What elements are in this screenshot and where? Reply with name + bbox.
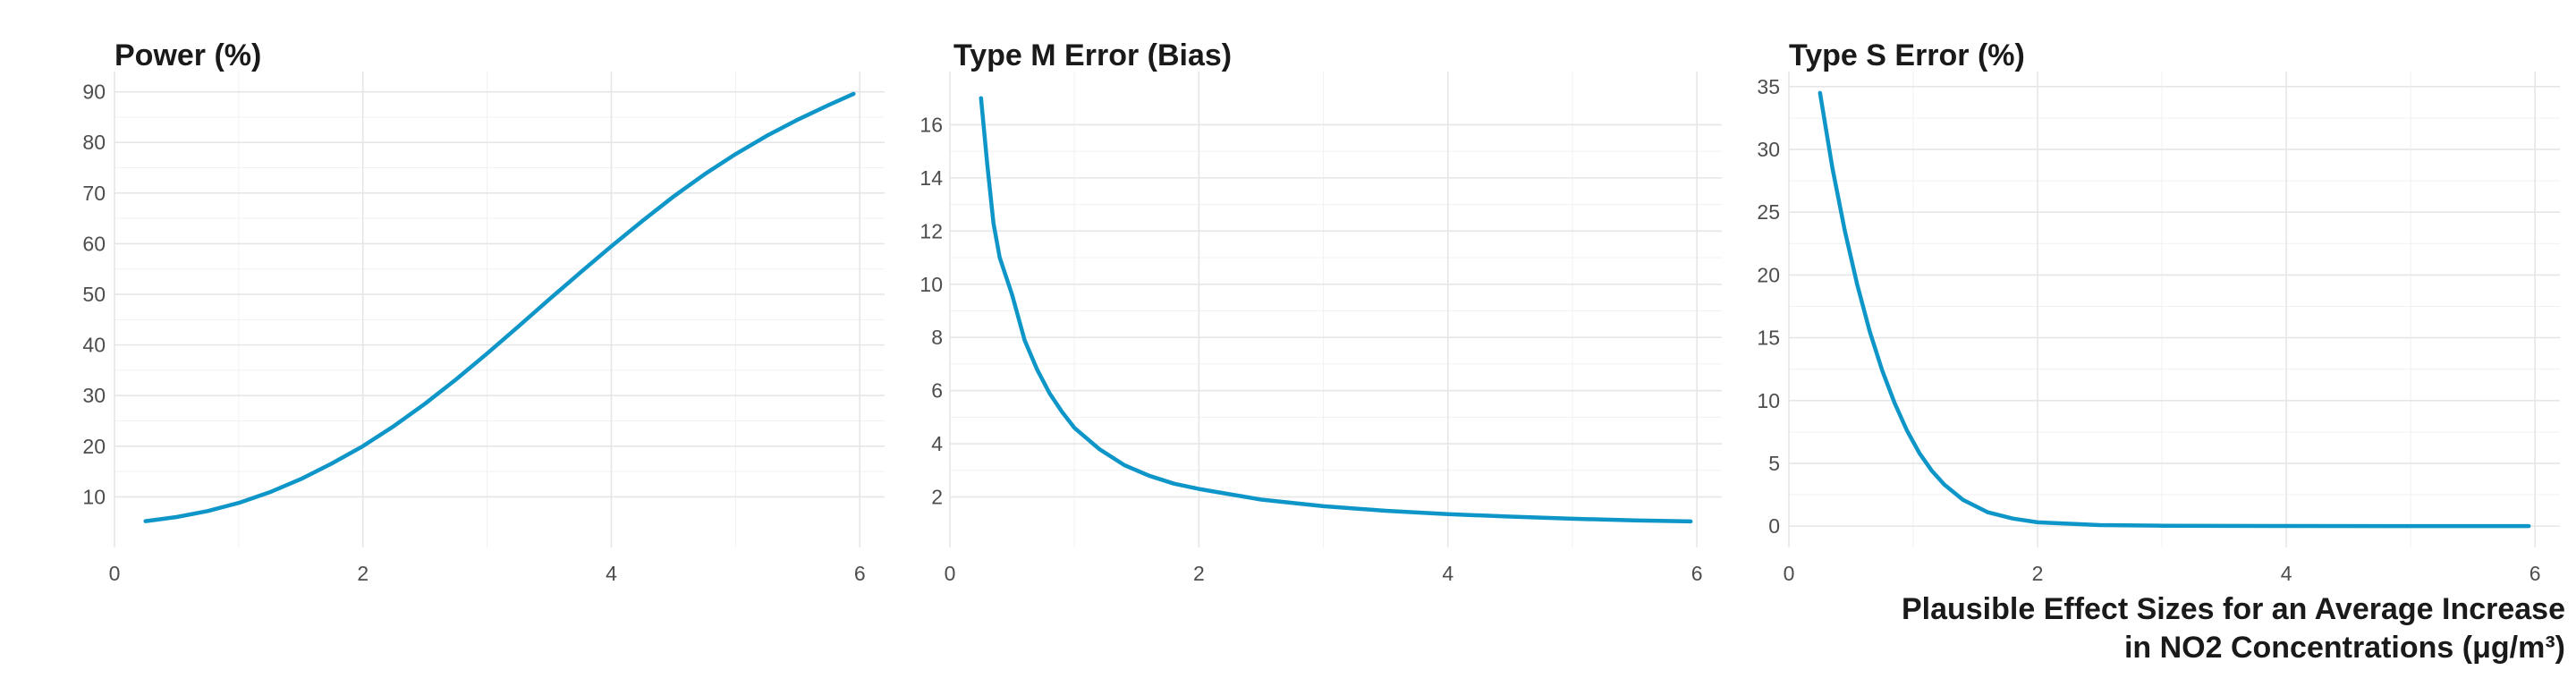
power-x-tick-label: 2: [357, 562, 369, 585]
type-m-error-y-tick-label: 16: [919, 113, 943, 136]
type-s-error-x-tick-label: 4: [2281, 562, 2292, 585]
type-s-error-y-tick-label: 20: [1757, 263, 1780, 286]
type-s-error-x-tick-label: 0: [1784, 562, 1795, 585]
power-series-line: [143, 91, 856, 523]
type-s-error-y-tick-label: 5: [1768, 452, 1780, 475]
type-m-error-y-tick-label: 2: [931, 486, 943, 509]
x-axis-caption-line-1: Plausible Effect Sizes for an Average In…: [1902, 592, 2565, 626]
panel-type-s-error: 0 2 4 6 0 5 10 15 20 25 30 35 Type S Error (%): [1757, 38, 2560, 585]
power-y-tick-label: 80: [82, 131, 106, 154]
power-x-tick-label: 0: [109, 562, 121, 585]
power-x-tick-label: 6: [854, 562, 866, 585]
type-s-error-x-tick-label: 6: [2529, 562, 2541, 585]
type-m-error-y-tick-label: 8: [931, 326, 943, 349]
power-y-tick-label: 70: [82, 182, 106, 205]
type-m-error-y-tick-label: 12: [919, 219, 943, 242]
panel-type-m-error: 0 2 4 6 2 4 6 8 10 12 14 16 Type M Error (Bias): [919, 38, 1722, 585]
type-m-error-x-tick-label: 0: [945, 562, 956, 585]
x-axis-caption-line-2: in NO2 Concentrations (μg/m³): [2124, 631, 2565, 665]
power-title: Power (%): [114, 38, 261, 72]
type-s-error-title: Type S Error (%): [1789, 38, 2025, 72]
type-s-error-y-tick-label: 15: [1757, 327, 1780, 350]
power-y-tick-label: 30: [82, 384, 106, 407]
type-s-error-y-tick-label: 35: [1757, 75, 1780, 98]
power-y-tick-label: 40: [82, 334, 106, 357]
type-m-error-y-tick-label: 10: [919, 273, 943, 296]
type-s-error-x-tick-label: 2: [2032, 562, 2044, 585]
type-m-error-y-tick-label: 14: [919, 166, 943, 190]
type-s-error-y-tick-label: 25: [1757, 200, 1780, 224]
power-y-tick-label: 60: [82, 232, 106, 255]
power-y-tick-label: 90: [82, 81, 106, 104]
power-y-tick-label: 20: [82, 435, 106, 458]
type-m-error-y-tick-label: 4: [931, 432, 943, 455]
type-s-error-y-tick-label: 30: [1757, 138, 1780, 161]
type-m-error-x-tick-label: 6: [1691, 562, 1703, 585]
type-s-error-y-tick-label: 0: [1768, 514, 1780, 538]
type-s-error-series-line: [1818, 90, 2531, 529]
power-y-tick-label: 50: [82, 283, 106, 306]
type-m-error-y-tick-label: 6: [931, 379, 943, 403]
panel-power: 0 2 4 6 10 20 30 40 50 60 70 80 90 Power (%): [82, 38, 885, 585]
power-x-tick-label: 4: [606, 562, 617, 585]
type-m-error-series-line: [979, 96, 1693, 524]
type-m-error-x-tick-label: 4: [1442, 562, 1453, 585]
power-y-tick-label: 10: [82, 485, 106, 508]
type-m-error-title: Type M Error (Bias): [953, 38, 1232, 72]
type-s-error-y-tick-label: 10: [1757, 389, 1780, 412]
type-m-error-x-tick-label: 2: [1193, 562, 1205, 585]
